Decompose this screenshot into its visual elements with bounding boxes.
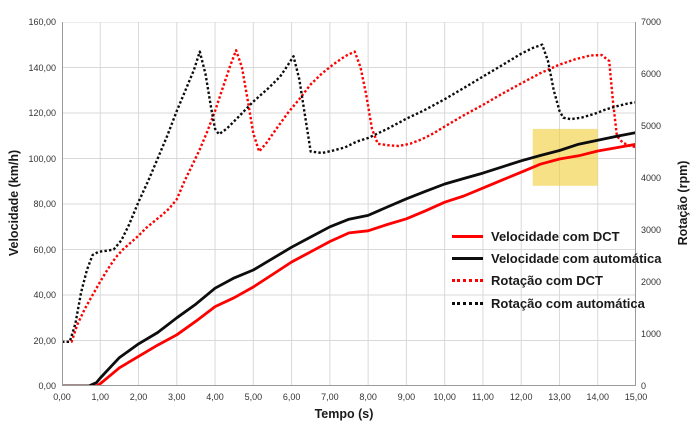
legend-item-rotacao-dct: Rotação com DCT <box>452 270 662 292</box>
x-axis-tick-label: 9,00 <box>397 392 416 402</box>
legend-line-sample-solid <box>452 234 483 238</box>
y-axis-left-tick-label: 100,00 <box>28 153 56 164</box>
legend-line-sample-dotted <box>452 279 483 283</box>
x-axis-tick-label: 15,00 <box>624 392 648 402</box>
y-axis-left-tick-label: 80,00 <box>33 199 56 209</box>
legend-label: Rotação com DCT <box>491 273 603 289</box>
x-axis-tick-label: 12,00 <box>509 392 533 402</box>
x-axis-tick-label: 0,00 <box>53 392 71 402</box>
x-axis-tick-label: 14,00 <box>586 392 609 402</box>
y-axis-right-tick-label: 7000 <box>641 17 662 27</box>
series-velocidade-automatica <box>62 131 636 386</box>
y-axis-left-tick-label: 0,00 <box>38 381 56 391</box>
x-axis-tick-label: 3,00 <box>168 392 186 402</box>
y-axis-left-tick-label: 20,00 <box>33 335 56 346</box>
y-axis-left-tick-label: 160,00 <box>28 17 56 27</box>
plot-area <box>62 22 636 386</box>
series-rotacao-dct <box>62 49 636 343</box>
legend-line-sample-solid <box>452 257 483 261</box>
x-axis-tick-label: 2,00 <box>129 392 148 402</box>
x-axis-tick-label: 13,00 <box>548 392 571 402</box>
y-axis-right-tick-label: 6000 <box>641 69 662 79</box>
y-axis-left-tick-label: 140,00 <box>28 62 56 73</box>
x-axis-tick-label: 5,00 <box>244 392 263 402</box>
legend-label: Velocidade com DCT <box>491 228 620 244</box>
series-rotacao-automatica <box>62 43 636 343</box>
y-axis-left-tick-label: 40,00 <box>33 290 56 300</box>
x-axis-tick-label: 6,00 <box>282 392 301 402</box>
legend-label: Rotação com automática <box>491 295 645 311</box>
series-velocidade-dct <box>62 142 636 386</box>
x-axis-tick-label: 8,00 <box>359 392 377 402</box>
y-axis-left-tick-label: 60,00 <box>33 244 56 255</box>
x-axis-tick-label: 1,00 <box>91 392 110 402</box>
x-axis-tick-label: 7,00 <box>321 392 339 402</box>
y-axis-left-tick-label: 120,00 <box>28 108 56 118</box>
legend-item-velocidade-automatica: Velocidade com automática <box>452 247 662 269</box>
y-axis-right-tick-label: 3000 <box>641 225 662 235</box>
legend-item-rotacao-automatica: Rotação com automática <box>452 292 662 314</box>
x-axis-tick-label: 11,00 <box>471 392 494 402</box>
x-axis-tick-label: 10,00 <box>433 392 456 402</box>
y-axis-right-tick-label: 5000 <box>641 121 662 131</box>
y-axis-right-tick-label: 1000 <box>641 329 662 339</box>
y-axis-right-tick-label: 0 <box>641 381 647 391</box>
legend-label: Velocidade com automática <box>491 251 662 267</box>
y-axis-right-tick-label: 2000 <box>641 277 662 287</box>
legend-line-sample-dotted <box>452 301 483 305</box>
x-axis-title: Tempo (s) <box>314 407 374 421</box>
chart-svg <box>62 22 636 386</box>
legend-item-velocidade-dct: Velocidade com DCT <box>452 225 662 247</box>
x-axis-tick-label: 4,00 <box>206 392 224 402</box>
legend: Velocidade com DCT Velocidade com automát… <box>452 225 662 315</box>
y-axis-right-tick-label: 4000 <box>641 173 662 183</box>
